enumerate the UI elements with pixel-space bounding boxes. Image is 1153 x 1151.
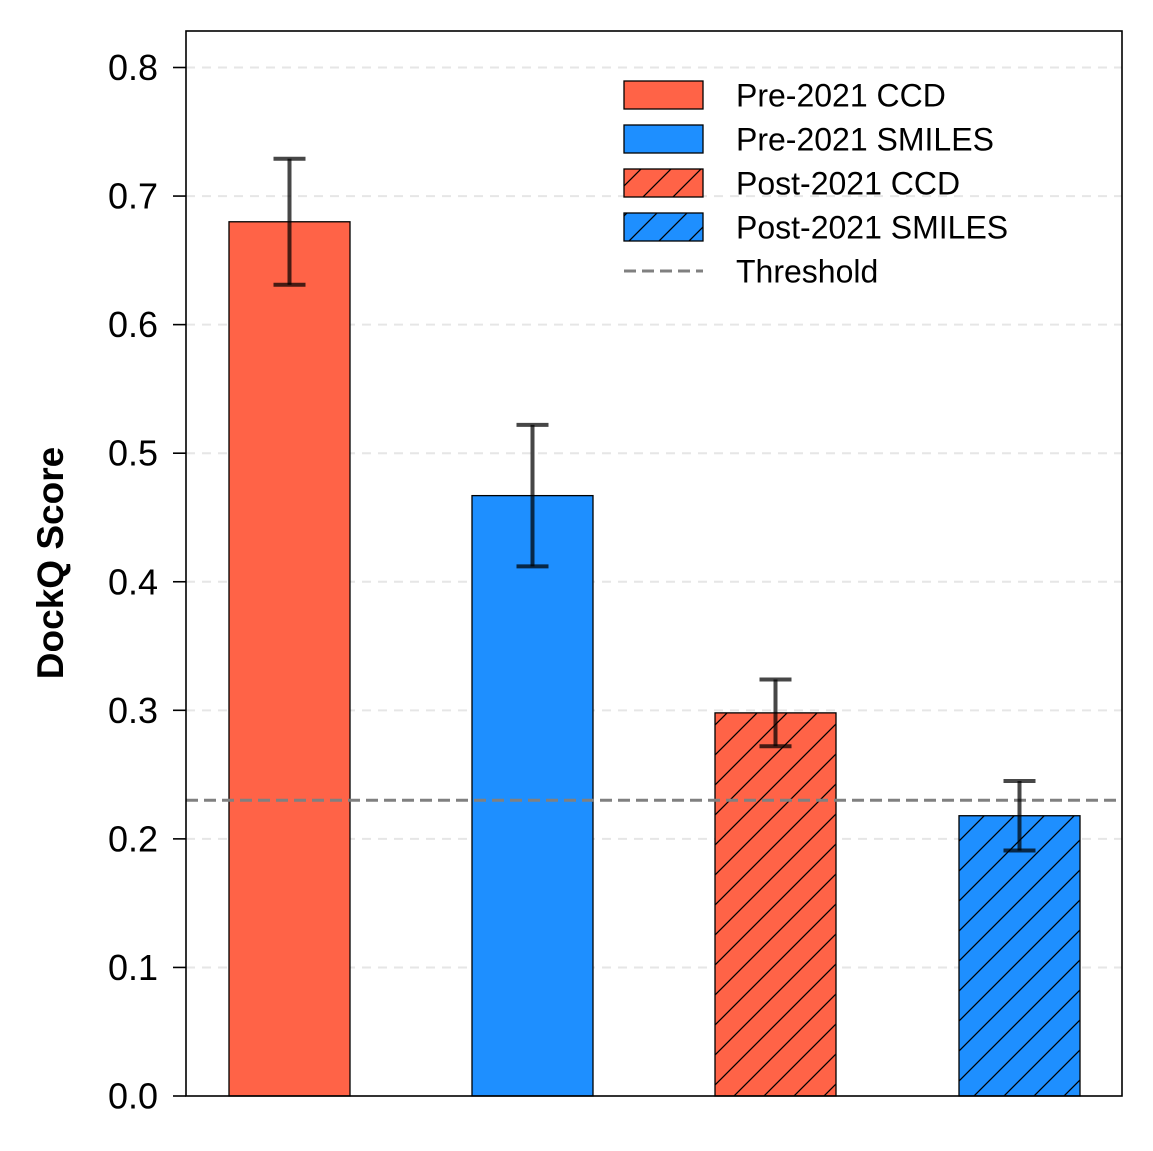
bar-hatch bbox=[715, 712, 836, 1096]
legend-swatch bbox=[624, 125, 703, 153]
y-tick-label: 0.7 bbox=[108, 176, 158, 217]
error-bar bbox=[516, 422, 549, 569]
error-bar bbox=[759, 677, 792, 749]
legend-label: Post-2021 CCD bbox=[736, 166, 960, 202]
bar-hatch bbox=[959, 815, 1080, 1096]
legend-swatch-hatch bbox=[624, 169, 703, 197]
y-axis-title: DockQ Score bbox=[30, 447, 71, 679]
y-tick-label: 0.4 bbox=[108, 561, 158, 602]
legend-swatch-outline bbox=[623, 80, 704, 110]
bars bbox=[228, 221, 1081, 1097]
legend-swatch-hatch bbox=[624, 213, 703, 241]
legend-swatch-outline bbox=[623, 168, 704, 198]
plot-frame bbox=[185, 30, 1123, 1097]
error-bars bbox=[273, 156, 1036, 853]
y-tick-label: 0.6 bbox=[108, 304, 158, 345]
legend-label: Pre-2021 SMILES bbox=[736, 122, 994, 158]
legend-label: Threshold bbox=[736, 254, 878, 290]
error-bar bbox=[273, 156, 306, 287]
bar bbox=[472, 495, 593, 1096]
legend: Pre-2021 CCD Pre-2021 SMILES Post-2021 CCD… bbox=[623, 78, 1008, 290]
error-bar bbox=[1003, 779, 1036, 853]
y-tick-label: 0.5 bbox=[108, 433, 158, 474]
y-tick-label: 0.8 bbox=[108, 47, 158, 88]
legend-label: Post-2021 SMILES bbox=[736, 210, 1008, 246]
bar bbox=[229, 221, 350, 1096]
y-axis: 0.0 0.1 0.2 0.3 0.4 0.5 0.6 0.7 0.8 bbox=[108, 47, 186, 1117]
legend-swatch-outline bbox=[623, 124, 704, 154]
legend-swatch-outline bbox=[623, 212, 704, 242]
legend-swatch bbox=[624, 81, 703, 109]
legend-label: Pre-2021 CCD bbox=[736, 78, 946, 114]
y-tick-label: 0.1 bbox=[108, 947, 158, 988]
y-tick-label: 0.3 bbox=[108, 690, 158, 731]
y-tick-label: 0.2 bbox=[108, 818, 158, 859]
y-tick-label: 0.0 bbox=[108, 1076, 158, 1117]
